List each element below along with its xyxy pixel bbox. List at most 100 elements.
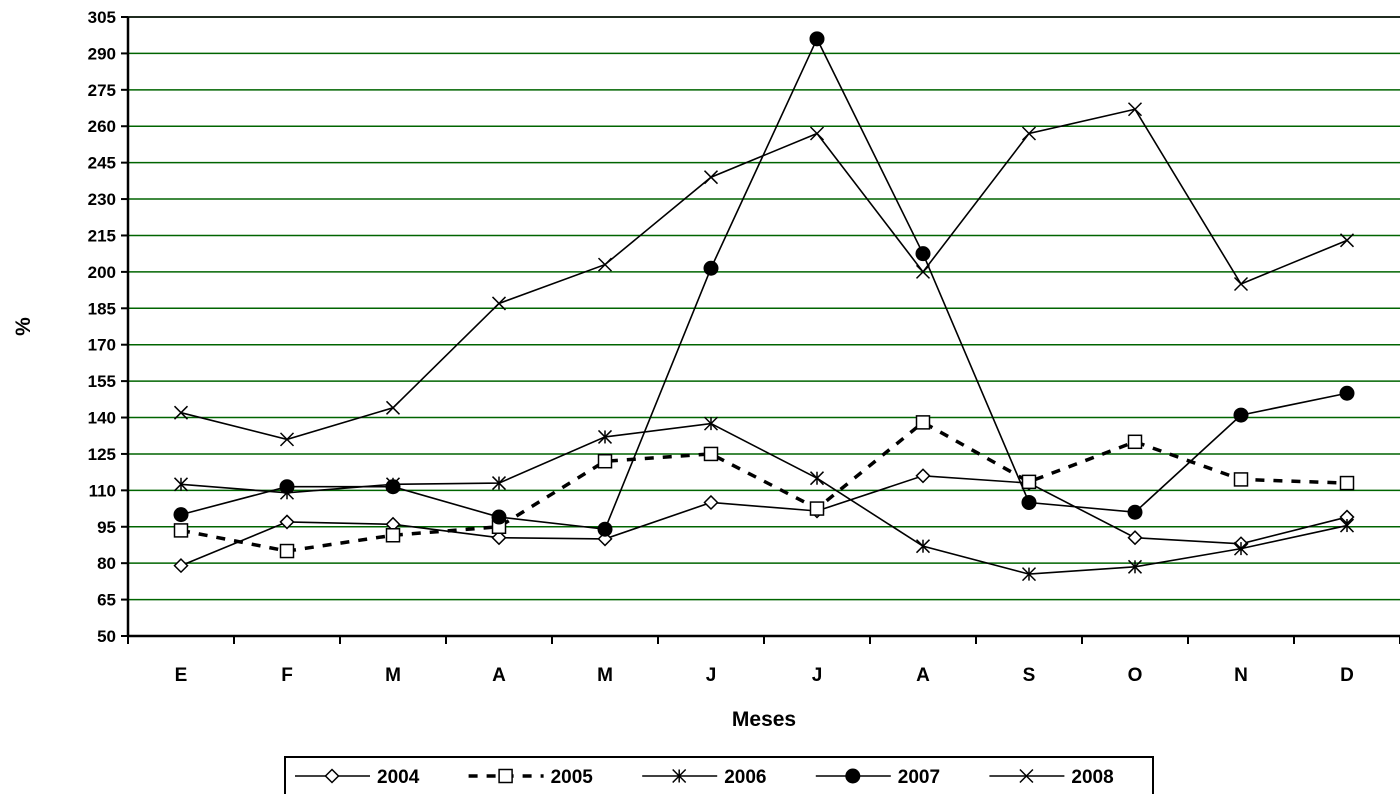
legend-marker (498, 768, 513, 784)
data-point-2006 (1339, 518, 1355, 533)
data-point-2007 (597, 521, 613, 537)
x-tick-label: S (1023, 665, 1036, 686)
data-point-2008 (703, 170, 719, 185)
data-point-2008 (1339, 233, 1355, 248)
y-tick-label: 125 (88, 445, 116, 464)
legend-entry-2005: 2005 (468, 767, 594, 788)
data-point-2007 (915, 246, 931, 262)
series-2007 (173, 31, 1355, 537)
y-tick-label: 110 (89, 481, 116, 500)
x-axis-title: Meses (732, 708, 796, 731)
series-line-2006 (180, 422, 1348, 575)
data-point-2008 (385, 400, 401, 415)
y-tick-label: 95 (97, 518, 116, 537)
y-tick-label: 50 (97, 627, 116, 646)
y-tick-label: 245 (88, 154, 116, 173)
data-point-2005 (173, 523, 189, 538)
data-point-2005 (915, 415, 931, 430)
series-line-2004 (180, 474, 1348, 567)
x-tick-label: M (385, 665, 401, 686)
data-point-2008 (597, 257, 613, 272)
legend-label: 2004 (377, 767, 420, 788)
data-point-2005 (809, 501, 825, 516)
gridlines (128, 16, 1400, 601)
data-point-2005 (703, 446, 719, 462)
data-point-2007 (1339, 385, 1355, 401)
legend-marker (324, 768, 340, 784)
y-tick-label: 185 (88, 299, 116, 318)
y-tick-label: 155 (88, 372, 116, 391)
legend-marker (1019, 768, 1034, 784)
data-point-2007 (703, 260, 719, 276)
axes (121, 16, 1400, 644)
legend-label: 2008 (1071, 767, 1113, 788)
legend-label: 2005 (551, 767, 594, 788)
data-point-2007 (385, 479, 401, 495)
series-2006 (173, 416, 1355, 582)
data-point-2006 (703, 416, 719, 431)
legend-entry-2006: 2006 (642, 767, 766, 788)
data-point-2007 (491, 509, 507, 525)
series-line-2007 (180, 36, 1348, 531)
x-tick-label: J (706, 665, 717, 686)
y-tick-label: 290 (88, 44, 116, 63)
y-axis-title: % (12, 317, 35, 336)
data-point-2008 (809, 126, 825, 141)
data-point-2005 (1233, 472, 1249, 487)
y-tick-label: 140 (88, 409, 116, 428)
series-2005 (173, 415, 1355, 559)
data-point-2004 (491, 530, 507, 546)
data-point-2005 (279, 543, 295, 559)
data-point-2004 (173, 558, 189, 574)
x-tick-label: E (175, 665, 188, 686)
data-point-2007 (173, 507, 189, 523)
x-tick-label: J (812, 665, 823, 686)
data-point-2008 (279, 432, 295, 447)
legend-entry-2007: 2007 (815, 767, 940, 788)
data-point-2006 (1127, 559, 1143, 574)
x-tick-label: A (492, 665, 506, 686)
data-point-2004 (915, 468, 931, 484)
series-2004 (173, 468, 1355, 574)
data-point-2004 (1127, 530, 1143, 546)
x-tick-label: A (916, 665, 930, 686)
data-point-2005 (1127, 434, 1143, 450)
legend-entry-2008: 2008 (989, 767, 1114, 788)
y-tick-label: 200 (88, 263, 116, 282)
data-point-2008 (1021, 126, 1037, 141)
legend-label: 2006 (724, 767, 766, 788)
legend-box (284, 756, 1154, 796)
y-tick-label: 170 (88, 336, 116, 355)
legend-label: 2007 (898, 767, 940, 788)
data-point-2007 (1021, 494, 1037, 510)
x-tick-label: F (281, 665, 293, 686)
data-point-2006 (809, 471, 825, 486)
series-line-2008 (180, 108, 1348, 441)
series-group (173, 31, 1355, 582)
data-point-2007 (1127, 504, 1143, 520)
y-tick-label: 230 (88, 190, 116, 209)
series-2008 (173, 102, 1355, 447)
y-tick-label: 65 (97, 591, 116, 610)
data-point-2006 (915, 539, 931, 554)
legend: 2004 2005 2006 2007 2008 (284, 756, 1154, 796)
y-tick-label: 275 (88, 81, 116, 100)
data-point-2004 (703, 494, 719, 511)
axis-labels: 50 65 80 95 110 125 140 155 170 185 200 215 230 245 26… (12, 8, 1354, 731)
data-point-2005 (385, 528, 401, 543)
data-point-2008 (173, 405, 189, 420)
y-tick-label: 215 (88, 226, 116, 245)
data-point-2007 (279, 479, 295, 495)
data-point-2006 (173, 477, 189, 492)
legend-marker (845, 768, 861, 784)
data-point-2006 (491, 476, 507, 491)
y-tick-label: 260 (88, 117, 116, 136)
x-tick-label: N (1234, 665, 1248, 686)
data-point-2004 (279, 514, 295, 530)
x-tick-label: O (1128, 665, 1143, 686)
legend-marker (672, 768, 687, 784)
data-point-2008 (915, 264, 931, 279)
data-point-2005 (597, 453, 613, 469)
